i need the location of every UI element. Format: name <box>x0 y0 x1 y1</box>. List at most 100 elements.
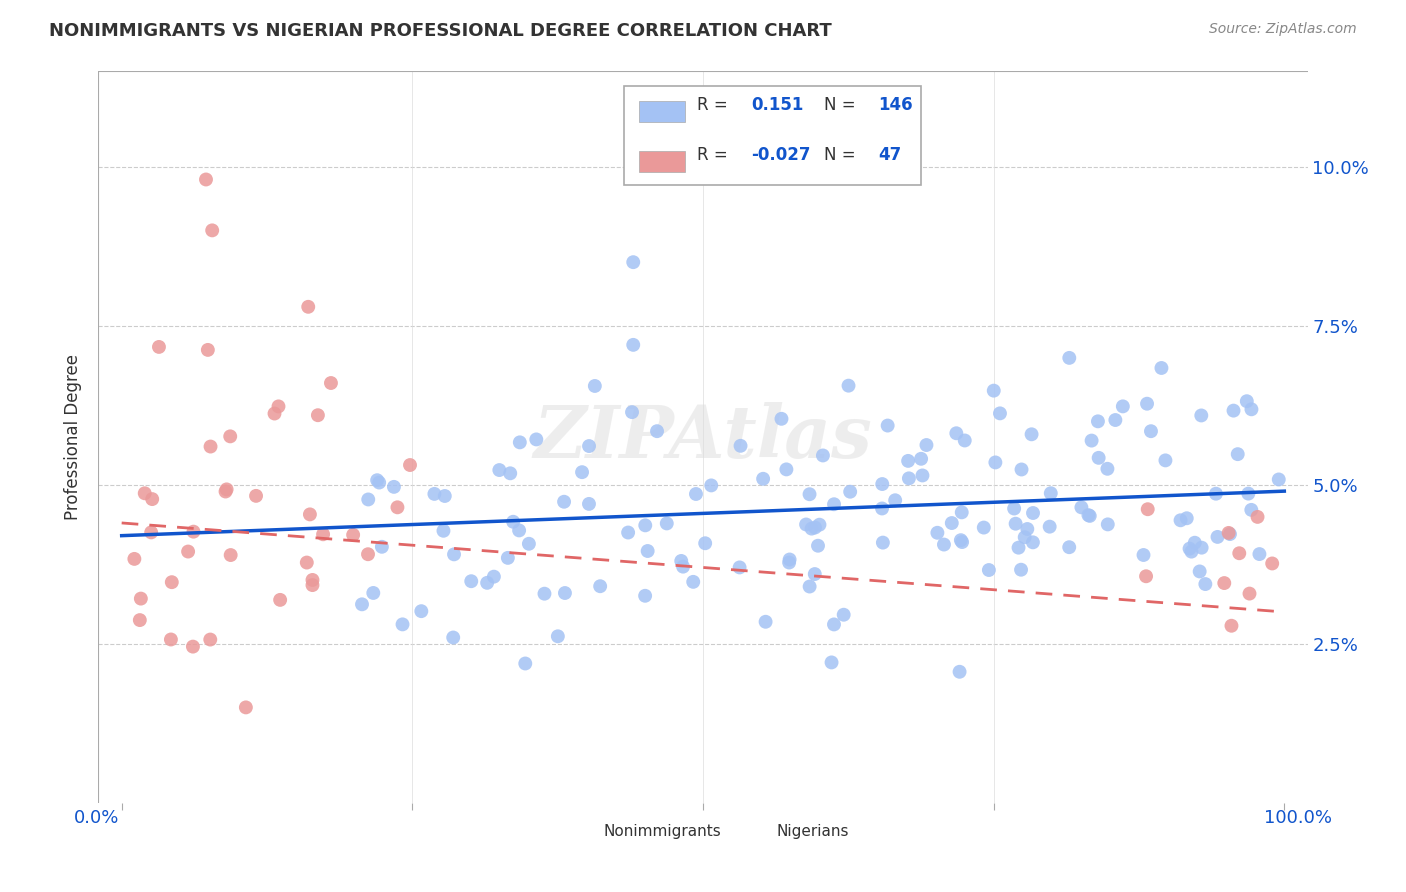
Point <box>235 700 257 714</box>
Point <box>387 500 409 515</box>
Point <box>799 580 821 594</box>
Point <box>823 497 845 511</box>
Point <box>547 629 569 643</box>
Point <box>1011 462 1033 476</box>
Text: 0.0%: 0.0% <box>75 809 120 827</box>
Point <box>571 465 593 479</box>
Point <box>1178 541 1201 556</box>
Point <box>839 484 862 499</box>
Point <box>1249 547 1271 561</box>
Point <box>634 589 657 603</box>
Point <box>366 473 388 487</box>
Point <box>621 255 644 269</box>
Point <box>423 487 446 501</box>
Point <box>141 492 163 507</box>
Text: ZIPAtlas: ZIPAtlas <box>534 401 872 473</box>
Point <box>482 569 505 583</box>
Point <box>655 516 678 531</box>
Point <box>411 604 433 618</box>
Point <box>770 412 793 426</box>
Point <box>312 527 335 541</box>
Point <box>368 475 391 490</box>
Point <box>200 440 222 454</box>
Point <box>1087 450 1109 465</box>
Point <box>1078 508 1101 523</box>
Point <box>870 477 893 491</box>
Point <box>1097 517 1119 532</box>
Point <box>1022 506 1045 520</box>
Point <box>1087 414 1109 428</box>
Point <box>1205 486 1227 500</box>
Point <box>269 593 291 607</box>
Point <box>832 607 855 622</box>
Text: NONIMMIGRANTS VS NIGERIAN PROFESSIONAL DEGREE CORRELATION CHART: NONIMMIGRANTS VS NIGERIAN PROFESSIONAL D… <box>49 22 832 40</box>
Point <box>160 632 183 647</box>
Point <box>617 525 640 540</box>
Point <box>949 533 972 548</box>
Text: 47: 47 <box>879 145 901 164</box>
Point <box>953 434 976 448</box>
Point <box>872 535 894 549</box>
Point <box>1135 569 1157 583</box>
Point <box>201 223 224 237</box>
Point <box>554 586 576 600</box>
Point <box>488 463 510 477</box>
Point <box>502 515 524 529</box>
Point <box>441 631 464 645</box>
Point <box>973 520 995 534</box>
Bar <box>731 824 765 839</box>
Point <box>1240 402 1263 417</box>
Point <box>1246 509 1268 524</box>
Point <box>295 556 318 570</box>
Point <box>301 573 323 587</box>
Point <box>794 517 817 532</box>
Point <box>183 524 205 539</box>
Point <box>945 426 967 441</box>
Point <box>808 517 831 532</box>
Point <box>779 552 801 566</box>
Point <box>553 494 575 508</box>
Point <box>983 384 1005 398</box>
Y-axis label: Professional Degree: Professional Degree <box>65 354 83 520</box>
Point <box>443 547 465 561</box>
Text: N =: N = <box>824 145 855 164</box>
Point <box>1140 424 1163 438</box>
Point <box>134 486 156 500</box>
Point <box>219 548 242 562</box>
Point <box>509 435 531 450</box>
Point <box>1213 576 1236 591</box>
Point <box>621 338 644 352</box>
Point <box>730 439 752 453</box>
Point <box>911 468 934 483</box>
Text: -0.027: -0.027 <box>751 145 811 164</box>
Point <box>1010 563 1032 577</box>
Point <box>517 537 540 551</box>
Point <box>1039 486 1062 500</box>
Point <box>589 579 612 593</box>
Point <box>1261 557 1284 571</box>
Point <box>399 458 422 472</box>
Point <box>811 449 834 463</box>
Point <box>932 537 955 551</box>
Point <box>884 493 907 508</box>
Point <box>977 563 1000 577</box>
Point <box>1218 525 1240 540</box>
Text: R =: R = <box>697 145 728 164</box>
Point <box>508 524 530 538</box>
Point <box>141 525 163 540</box>
Point <box>475 575 498 590</box>
Point <box>1002 501 1025 516</box>
Point <box>357 547 380 561</box>
Point <box>820 656 842 670</box>
Point <box>200 632 222 647</box>
Point <box>948 665 970 679</box>
Point <box>807 539 830 553</box>
Point <box>496 550 519 565</box>
Point <box>1189 409 1212 423</box>
Point <box>950 535 973 549</box>
Point <box>1206 530 1229 544</box>
Point <box>1039 519 1062 533</box>
Point <box>1077 508 1099 522</box>
Point <box>1226 447 1249 461</box>
Point <box>1132 548 1154 562</box>
